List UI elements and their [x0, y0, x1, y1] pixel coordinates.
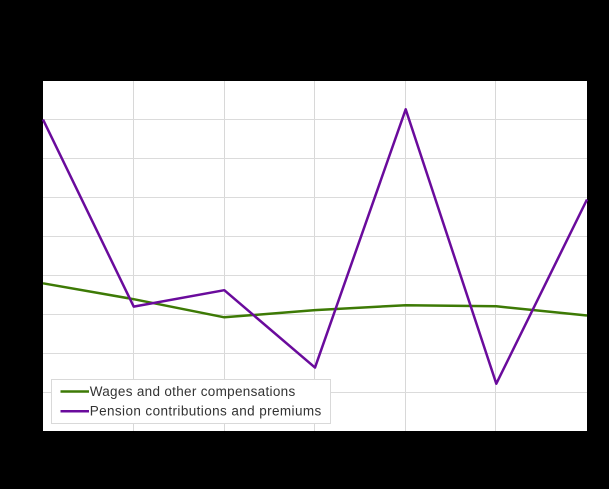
svg-text:Wages and other compensations: Wages and other compensations — [90, 384, 296, 399]
svg-text:Pension contributions and prem: Pension contributions and premiums — [90, 404, 322, 419]
